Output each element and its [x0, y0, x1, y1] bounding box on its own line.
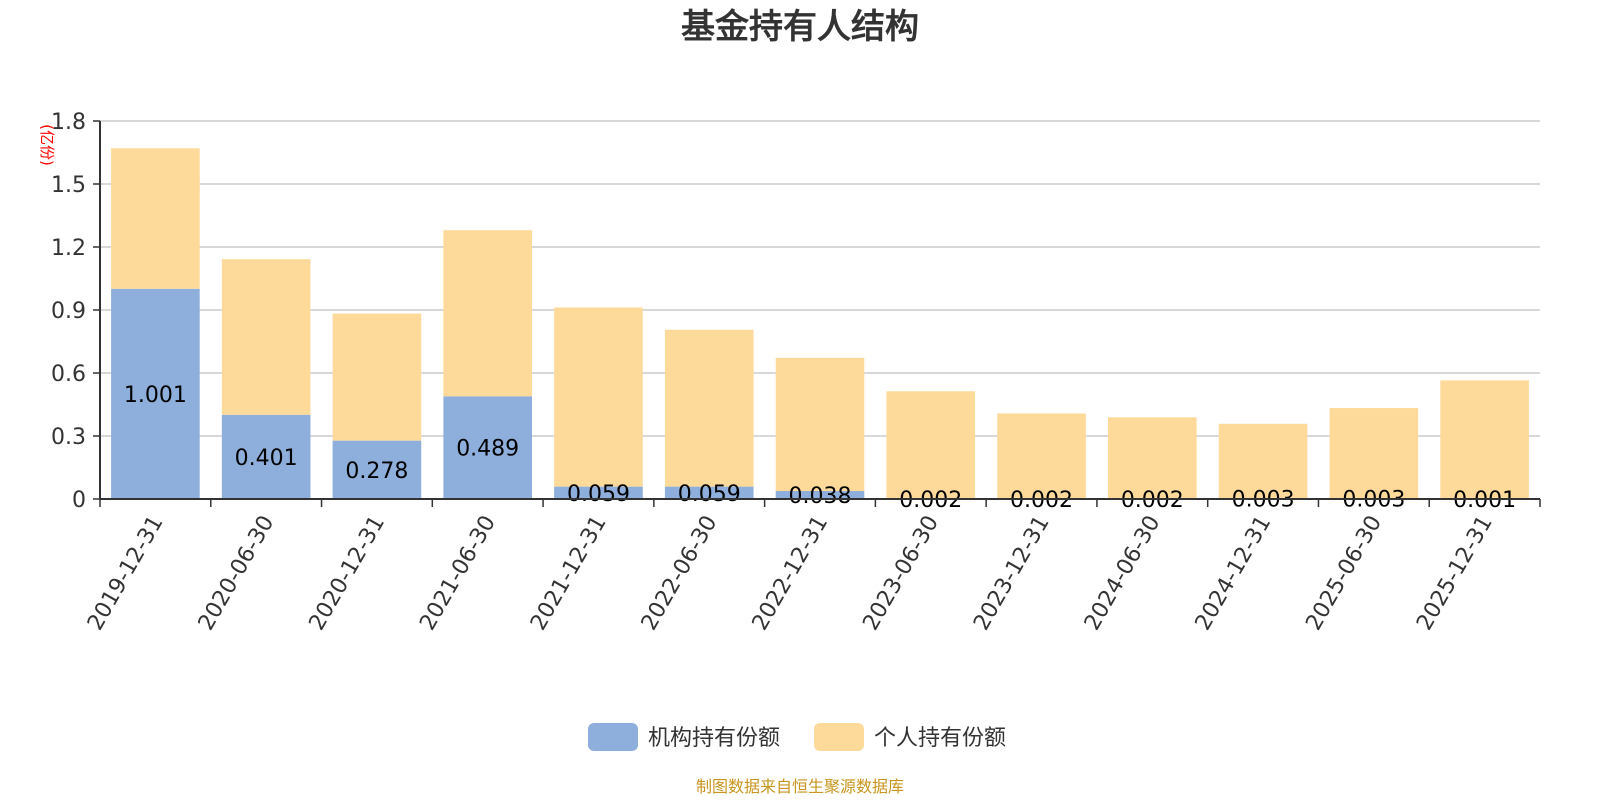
- bar-individual-2021-12-31: [554, 307, 643, 487]
- x-tick-label-2020-12-31: 2020-12-31: [305, 512, 391, 635]
- bar-individual-2025-12-31: [1440, 380, 1529, 499]
- data-label-institutional-2022-06-30: 0.059: [678, 482, 741, 507]
- y-tick-label: 1.2: [51, 236, 86, 261]
- data-label-institutional-2023-12-31: 0.002: [1010, 488, 1073, 513]
- legend-swatch-individual: [814, 723, 864, 751]
- legend[interactable]: 机构持有份额 个人持有份额: [588, 723, 1006, 751]
- data-label-institutional-2021-12-31: 0.059: [567, 482, 630, 507]
- bar-institutional-2020-06-30: [221, 414, 311, 499]
- y-axis-unit: (亿份): [38, 124, 56, 166]
- y-tick-label: 1.5: [51, 173, 86, 198]
- bar-individual-2021-06-30: [443, 230, 532, 397]
- y-tick-label: 1.8: [51, 110, 86, 135]
- legend-swatch-institutional: [588, 723, 638, 751]
- bar-institutional-2019-12-31: [111, 288, 200, 499]
- x-tick-label-2021-12-31: 2021-12-31: [526, 512, 612, 635]
- bar-individual-2020-12-31: [332, 313, 422, 441]
- bar-institutional-2022-12-31: [775, 491, 865, 499]
- legend-label-institutional: 机构持有份额: [648, 726, 780, 751]
- bar-individual-2022-06-30: [664, 329, 754, 487]
- data-label-institutional-2020-12-31: 0.278: [345, 459, 408, 484]
- x-tick-label-2023-12-31: 2023-12-31: [969, 512, 1055, 635]
- x-axis-labels: 2019-12-31 2020-06-30 2020-12-31 2021-06-30…: [83, 512, 1498, 635]
- bar-individual-2019-12-31: [111, 148, 200, 289]
- y-tick-label: 0: [72, 488, 86, 513]
- x-tick-label-2019-12-31: 2019-12-31: [83, 512, 169, 635]
- bar-institutional-2022-06-30: [664, 486, 754, 499]
- x-tick-label-2025-12-31: 2025-12-31: [1412, 512, 1498, 635]
- bar-individual-2023-06-30: [886, 391, 976, 499]
- data-label-institutional-2024-06-30: 0.002: [1121, 488, 1184, 513]
- bar-individual-2020-06-30: [221, 259, 311, 415]
- data-label-institutional-2021-06-30: 0.489: [456, 437, 519, 462]
- y-axis-ticks: 0 0.3 0.6 0.9 1.2 1.5 1.8: [51, 110, 100, 513]
- bar-individual-2022-12-31: [775, 357, 865, 492]
- x-tick-label-2020-06-30: 2020-06-30: [194, 512, 280, 635]
- legend-label-individual: 个人持有份额: [874, 726, 1006, 751]
- x-tick-label-2023-06-30: 2023-06-30: [858, 512, 944, 635]
- source-note: 制图数据来自恒生聚源数据库: [696, 777, 904, 796]
- y-tick-label: 0.9: [51, 299, 86, 324]
- y-tick-label: 0.6: [51, 362, 86, 387]
- x-tick-label-2024-06-30: 2024-06-30: [1080, 512, 1166, 635]
- bar-individual-2024-06-30: [1108, 417, 1197, 499]
- bar-institutional-2020-12-31: [332, 440, 422, 499]
- x-tick-label-2025-06-30: 2025-06-30: [1301, 512, 1387, 635]
- bar-individual-2024-12-31: [1218, 423, 1308, 499]
- data-label-institutional-2025-12-31: 0.001: [1453, 488, 1516, 513]
- x-tick-label-2021-06-30: 2021-06-30: [415, 512, 501, 635]
- bar-individual-2023-12-31: [997, 413, 1086, 499]
- bar-institutional-2021-06-30: [443, 396, 532, 499]
- data-labels: 1.001 0.401 0.278 0.489 0.059 0.059 0.038 0.002…: [124, 383, 1516, 513]
- data-label-institutional-2022-12-31: 0.038: [789, 484, 852, 509]
- data-label-institutional-2024-12-31: 0.003: [1232, 488, 1295, 513]
- data-label-institutional-2020-06-30: 0.401: [235, 446, 298, 471]
- data-label-institutional-2025-06-30: 0.003: [1342, 488, 1405, 513]
- x-tick-label-2022-06-30: 2022-06-30: [637, 512, 723, 635]
- bars: [111, 148, 1529, 499]
- x-tick-label-2024-12-31: 2024-12-31: [1191, 512, 1277, 635]
- y-tick-label: 0.3: [51, 425, 86, 450]
- bar-individual-2025-06-30: [1329, 408, 1419, 499]
- data-label-institutional-2019-12-31: 1.001: [124, 383, 187, 408]
- data-label-institutional-2023-06-30: 0.002: [899, 488, 962, 513]
- bar-institutional-2021-12-31: [554, 486, 643, 499]
- legend-item-individual[interactable]: 个人持有份额: [814, 723, 1006, 751]
- x-tick-label-2022-12-31: 2022-12-31: [748, 512, 834, 635]
- chart-title: 基金持有人结构: [681, 7, 919, 47]
- x-axis: [99, 121, 1541, 507]
- legend-item-institutional[interactable]: 机构持有份额: [588, 723, 780, 751]
